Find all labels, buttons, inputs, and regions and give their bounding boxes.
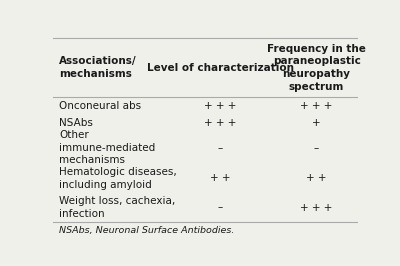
Text: + + +: + + +: [204, 118, 237, 128]
Text: Onconeural abs: Onconeural abs: [59, 101, 142, 111]
Text: Hematologic diseases,
including amyloid: Hematologic diseases, including amyloid: [59, 167, 177, 190]
Text: Other
immune-mediated
mechanisms: Other immune-mediated mechanisms: [59, 130, 156, 165]
Text: + + +: + + +: [300, 101, 333, 111]
Text: –: –: [314, 143, 319, 153]
Text: –: –: [218, 202, 223, 213]
Text: Frequency in the
paraneoplastic
neuropathy
spectrum: Frequency in the paraneoplastic neuropat…: [267, 44, 366, 92]
Text: + + +: + + +: [204, 101, 237, 111]
Text: Associations/
mechanisms: Associations/ mechanisms: [59, 56, 137, 79]
Text: –: –: [218, 143, 223, 153]
Text: + +: + +: [306, 173, 327, 183]
Text: NSAbs: NSAbs: [59, 118, 93, 128]
Text: Weight loss, cachexia,
infection: Weight loss, cachexia, infection: [59, 196, 176, 219]
Text: Level of characterization: Level of characterization: [147, 63, 294, 73]
Text: + +: + +: [210, 173, 231, 183]
Text: NSAbs, Neuronal Surface Antibodies.: NSAbs, Neuronal Surface Antibodies.: [59, 226, 235, 235]
Text: + + +: + + +: [300, 202, 333, 213]
Text: +: +: [312, 118, 321, 128]
